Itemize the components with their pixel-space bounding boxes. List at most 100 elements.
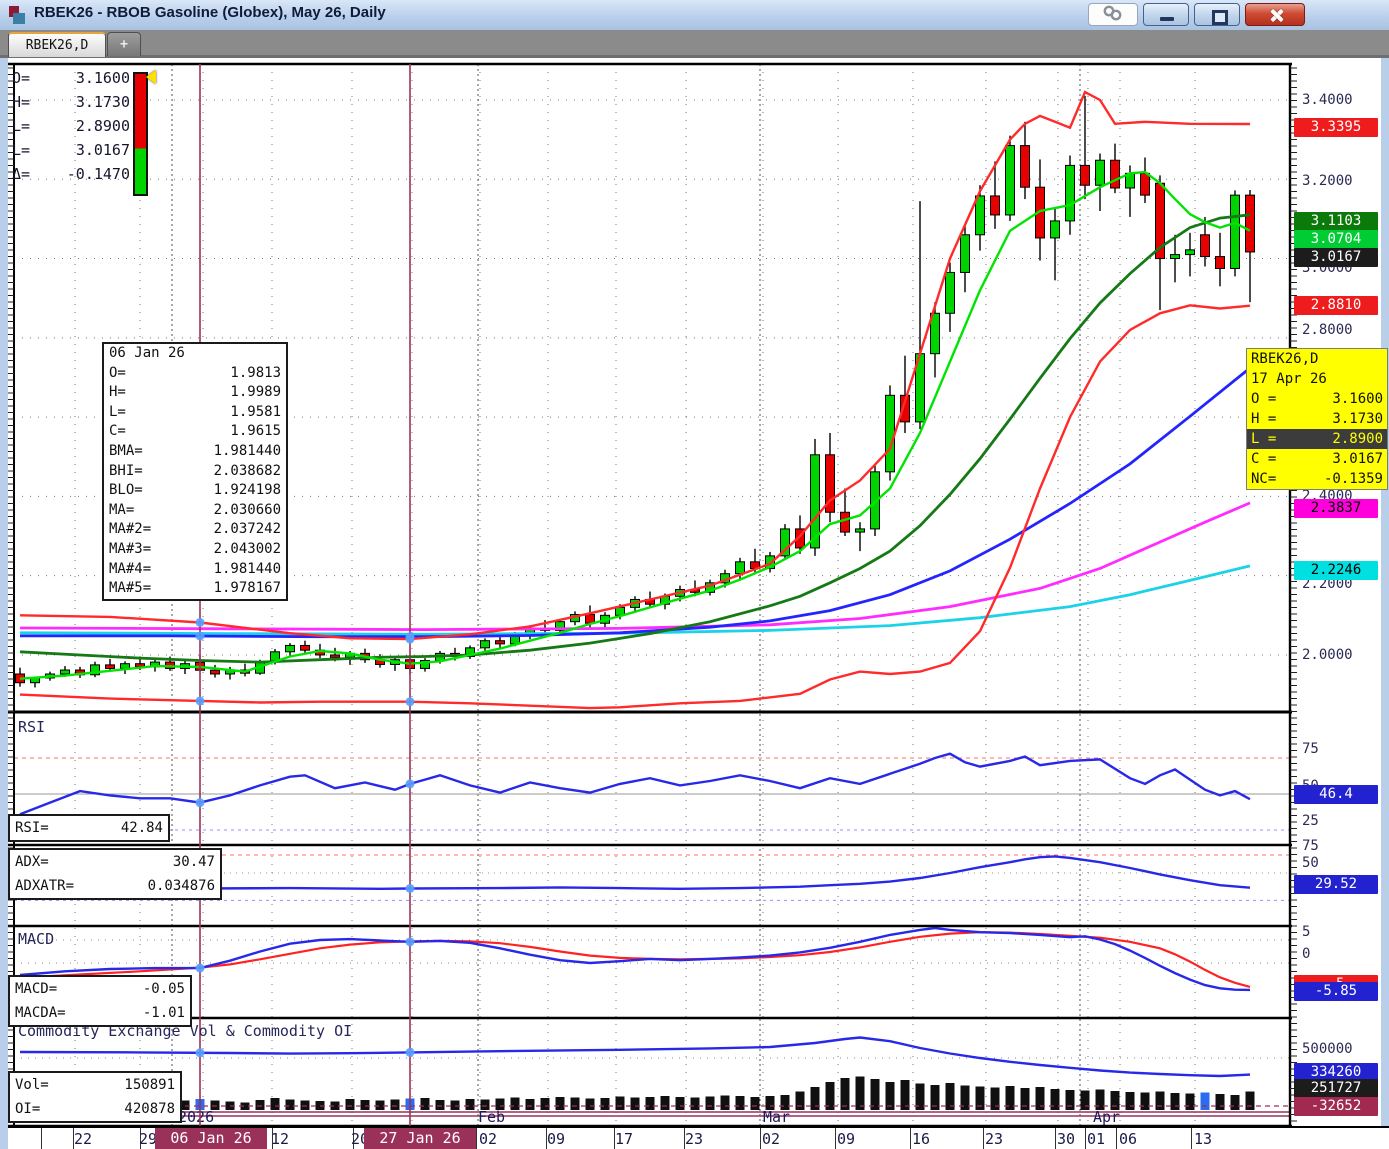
tooltip-label: L = [1251, 431, 1277, 447]
data-window-row: MA#2= 2.037242 [104, 520, 286, 540]
legend-label: O= [12, 69, 31, 87]
scale-label: 2.0000 [1302, 646, 1353, 663]
data-window-row: MA#5= 1.978167 [104, 579, 286, 599]
adx-row: ADXATR= 0.034876 [10, 874, 220, 898]
scale-label: 2.8000 [1302, 321, 1353, 338]
scale-label: 75 [1302, 740, 1319, 757]
scale-badge: 334260 [1294, 1062, 1378, 1082]
tab-label: RBEK26,D [25, 38, 89, 53]
data-window-value: 1.9581 [230, 403, 281, 420]
data-window: 06 Jan 26 O= 1.9813 H= 1.9989 L= 1.9581 C= 1.961… [102, 342, 288, 601]
tooltip-row: C = 3.0167 [1247, 449, 1387, 469]
rsi-value: 42.84 [120, 820, 163, 836]
price-marker-icon [146, 70, 156, 84]
data-window-label: MA= [109, 501, 135, 518]
rsi-panel-label: RSI [18, 718, 46, 736]
axis-date-label: 17 [614, 1130, 634, 1148]
data-window-label: MA#4= [109, 560, 152, 577]
tooltip-row: L = 2.8900 [1247, 429, 1387, 449]
ma_blue-line [20, 366, 1251, 639]
data-window-date: 06 Jan 26 [104, 344, 286, 364]
axis-separator [1085, 1128, 1086, 1149]
month-label: Apr [1093, 1108, 1120, 1126]
macd-value-box: MACD= -0.05 MACDA= -1.01 [8, 975, 192, 1027]
tab-rbek26d[interactable]: RBEK26,D [8, 32, 106, 57]
time-axis[interactable]: 22 29 12 20 02 09 17 23 02 09 16 23 30 01 06 13 06 Jan 2… [8, 1126, 1389, 1149]
axis-separator [1191, 1128, 1192, 1149]
axis-separator [546, 1128, 547, 1149]
data-window-value: 2.038682 [213, 462, 281, 479]
data-window-value: 1.978167 [213, 580, 281, 597]
ma_fast-line [19, 170, 1251, 680]
add-tab-icon: + [120, 37, 128, 52]
adx-value-box: ADX= 30.47 ADXATR= 0.034876 [8, 848, 222, 900]
legend-label: L= [12, 117, 31, 135]
cursor-dot [195, 631, 205, 641]
data-window-row: BMA= 1.981440 [104, 442, 286, 462]
ma_slow-line [19, 213, 1251, 664]
axis-date-label: 23 [684, 1130, 704, 1148]
vol-label: Vol= [15, 1077, 49, 1093]
axis-date-label: 16 [911, 1130, 931, 1148]
cursor-dot [405, 632, 415, 642]
axis-date-label: 01 [1086, 1130, 1106, 1148]
last-bar-preview [133, 72, 148, 196]
axis-separator [614, 1128, 615, 1149]
data-window-label: MA#5= [109, 580, 152, 597]
vol-row: Vol= 150891 [10, 1073, 180, 1097]
legend-row: L= 2.8900 [12, 114, 130, 138]
scale-label: 75 [1302, 837, 1319, 854]
window-title: RBEK26 - RBOB Gasoline (Globex), May 26,… [34, 4, 386, 21]
scale-badge: -5.85 [1294, 981, 1378, 1001]
scale-badge: 3.0704 [1294, 229, 1378, 249]
scale-label: 0 [1302, 945, 1311, 962]
vol-value: 420878 [124, 1101, 175, 1117]
add-tab-button[interactable]: + [107, 32, 141, 56]
link-symbol-button[interactable] [1088, 3, 1138, 26]
data-window-label: BMA= [109, 442, 143, 459]
axis-date-label: 30 [1056, 1130, 1076, 1148]
data-window-value: 2.043002 [213, 540, 281, 557]
chart-background [8, 58, 1381, 1149]
axis-date-label: 13 [1193, 1130, 1213, 1148]
data-window-row: MA= 2.030660 [104, 501, 286, 521]
volume-value-box: Vol= 150891 OI= 420878 [8, 1071, 182, 1123]
maximize-button[interactable] [1194, 3, 1240, 26]
data-window-row: O= 1.9813 [104, 364, 286, 384]
vol-label: OI= [15, 1101, 41, 1117]
data-window-row: H= 1.9989 [104, 383, 286, 403]
legend-label: H= [12, 93, 31, 111]
axis-date-label: 29 [138, 1130, 158, 1148]
axis-date-label: 02 [761, 1130, 781, 1148]
axis-separator [73, 1128, 74, 1149]
legend-label: L= [12, 141, 31, 159]
scale-badge: 3.1103 [1294, 211, 1378, 231]
data-window-label: C= [109, 423, 126, 440]
axis-date-label: 02 [478, 1130, 498, 1148]
macd-value: -0.05 [142, 981, 185, 997]
axis-separator [41, 1128, 42, 1149]
legend-label: Δ= [12, 165, 31, 183]
axis-date-label: 09 [546, 1130, 566, 1148]
close-icon [1269, 8, 1284, 23]
data-window-label: H= [109, 384, 126, 401]
quote-tooltip: RBEK26,D 17 Apr 26 O = 3.1600 H = 3.1730 L = 2.… [1246, 348, 1388, 490]
scale-label: 500000 [1302, 1040, 1353, 1057]
axis-date-label: 22 [73, 1130, 93, 1148]
tooltip-row: RBEK26,D [1247, 349, 1387, 369]
grid [14, 64, 1290, 1126]
tooltip-text: RBEK26,D [1251, 351, 1319, 367]
tooltip-value: 2.8900 [1332, 431, 1383, 447]
data-window-label: MA#3= [109, 540, 152, 557]
macd-value: -1.01 [142, 1005, 185, 1021]
minimize-button[interactable] [1143, 3, 1189, 26]
axis-date-label: 12 [270, 1130, 290, 1148]
cursor-dot [405, 937, 415, 947]
data-window-row: BHI= 2.038682 [104, 462, 286, 482]
macd-label: MACDA= [15, 1005, 66, 1021]
ohlc-legend: O= 3.1600 H= 3.1730 L= 2.8900 L= 3.0167 Δ= -0.147… [12, 66, 130, 186]
tooltip-label: O = [1251, 391, 1277, 407]
data-window-row: MA#3= 2.043002 [104, 540, 286, 560]
close-button[interactable] [1245, 3, 1305, 26]
